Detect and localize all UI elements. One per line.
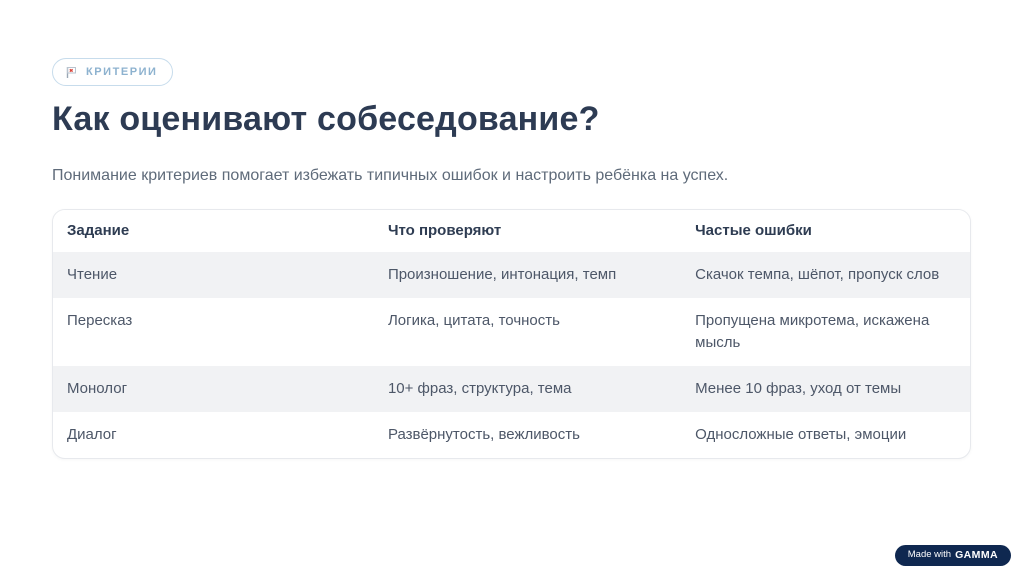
table-row-retelling: Пересказ Логика, цитата, точность Пропущ… — [53, 298, 970, 366]
gamma-logo: GAMMA — [955, 548, 998, 561]
table-row-monologue: Монолог 10+ фраз, структура, тема Менее … — [53, 366, 970, 412]
cell-mistakes: Скачок темпа, шёпот, пропуск слов — [681, 252, 970, 298]
cell-task: Пересказ — [67, 312, 133, 329]
cell-checks: Логика, цитата, точность — [387, 312, 560, 329]
cell-checks: Развёрнутость, вежливость — [387, 426, 580, 443]
column-header-checks: Что проверяют — [373, 210, 682, 252]
cell-mistakes: Менее 10 фраз, уход от темы — [681, 366, 970, 412]
badge-label: КРИТЕРИИ — [86, 65, 158, 78]
made-with-gamma-badge[interactable]: Made with GAMMA — [894, 544, 1011, 566]
page-subtitle: Понимание критериев помогает избежать ти… — [52, 167, 729, 184]
cell-checks: 10+ фраз, структура, тема — [373, 366, 682, 412]
cell-task: Монолог — [53, 366, 374, 412]
table-row-dialogue: Диалог Развёрнутость, вежливость Односло… — [53, 412, 970, 458]
page-title: Как оценивают собеседование? — [52, 100, 600, 138]
criteria-badge: КРИТЕРИИ — [52, 58, 174, 86]
made-with-text: Made with — [907, 549, 952, 560]
column-header-mistakes: Частые ошибки — [681, 210, 970, 252]
column-header-task: Задание — [53, 210, 374, 252]
cell-checks: Произношение, интонация, темп — [373, 252, 682, 298]
criteria-table: Задание Что проверяют Частые ошибки Чтен… — [53, 210, 970, 458]
table-row-reading: Чтение Произношение, интонация, темп Ска… — [53, 252, 970, 298]
flag-icon — [65, 66, 78, 79]
cell-task: Чтение — [53, 252, 374, 298]
table-header-row: Задание Что проверяют Частые ошибки — [53, 210, 970, 252]
cell-mistakes: Пропущена микротема, искажена мысль — [695, 312, 930, 351]
cell-task: Диалог — [67, 426, 117, 443]
cell-mistakes: Односложные ответы, эмоции — [695, 426, 907, 443]
criteria-table-card: Задание Что проверяют Частые ошибки Чтен… — [52, 209, 971, 459]
